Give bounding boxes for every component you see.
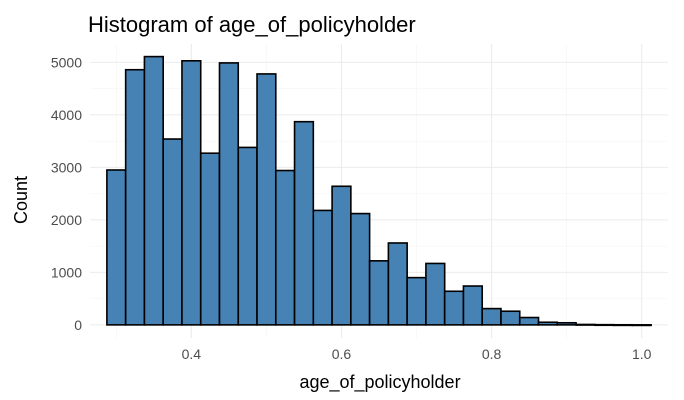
histogram-bar	[350, 212, 371, 326]
x-tick-label: 1.0	[632, 346, 652, 362]
histogram-bar	[462, 285, 484, 326]
histogram-bar	[143, 55, 164, 326]
histogram-bar	[612, 323, 634, 327]
histogram-bar	[537, 321, 559, 326]
y-axis-title: Count	[11, 176, 31, 224]
histogram-bar	[481, 307, 502, 326]
chart-title: Histogram of age_of_policyholder	[88, 12, 416, 37]
y-tick-label: 5000	[51, 54, 82, 70]
y-tick-label: 3000	[51, 159, 82, 175]
x-tick-label: 0.8	[482, 346, 502, 362]
histogram-bar	[106, 169, 127, 326]
histogram-bar	[274, 169, 296, 326]
histogram-bar	[518, 316, 540, 326]
histogram-bar	[556, 321, 577, 326]
histogram-bar	[594, 323, 615, 327]
histogram-bar	[425, 262, 446, 326]
histogram-bar	[124, 68, 146, 326]
histogram-bar	[443, 290, 465, 326]
histogram-bar	[312, 209, 333, 326]
x-tick-label: 0.4	[182, 346, 202, 362]
x-tick-label: 0.6	[332, 346, 352, 362]
histogram-bar	[406, 276, 427, 326]
y-axis-tick-labels: 0 1000 2000 3000 4000 5000	[51, 54, 82, 333]
histogram-bar	[331, 185, 352, 326]
histogram-bar	[256, 73, 277, 326]
histogram-bar	[218, 62, 240, 326]
histogram-bar	[237, 146, 258, 326]
y-tick-label: 1000	[51, 264, 82, 280]
histogram-bar	[387, 242, 408, 326]
histogram-bar	[162, 138, 183, 326]
histogram-bar	[368, 260, 390, 326]
histogram-bar	[199, 152, 221, 326]
y-tick-label: 0	[74, 317, 82, 333]
y-tick-label: 2000	[51, 212, 82, 228]
y-tick-label: 4000	[51, 107, 82, 123]
histogram-bar	[575, 323, 596, 326]
histogram-bars	[106, 55, 652, 327]
histogram-bar	[293, 120, 315, 326]
histogram-bar	[631, 324, 652, 327]
histogram-bar	[181, 59, 202, 326]
x-axis-title: age_of_policyholder	[299, 372, 460, 393]
histogram-bar	[500, 310, 521, 326]
x-axis-tick-labels: 0.4 0.6 0.8 1.0	[182, 346, 652, 362]
